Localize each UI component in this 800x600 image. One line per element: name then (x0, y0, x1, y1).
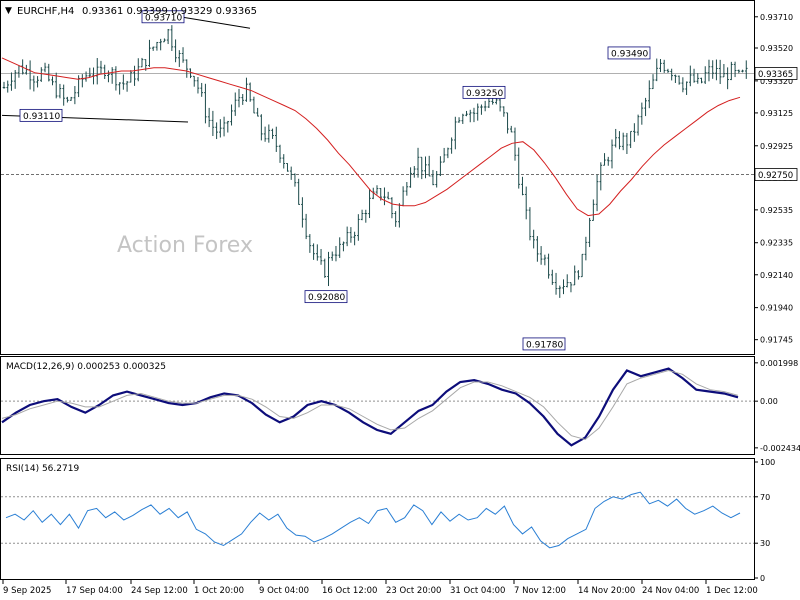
price-tick-label: 0.93320 (760, 77, 793, 86)
price-grid (1, 72, 754, 176)
swing-label-box (462, 85, 506, 99)
price-tick-label: 0.92535 (760, 206, 793, 215)
swing-label: 0.93710 (145, 13, 182, 23)
macd-axis: 0.001998 0.00 -0.002434 (754, 359, 800, 453)
macd-tick-label: 0.001998 (760, 359, 798, 368)
level-label: 0.92750 (758, 171, 793, 181)
time-tick-label: 16 Oct 12:00 (322, 586, 377, 596)
price-tick-label: 0.91745 (760, 336, 793, 345)
time-tick-label: 9 Sep 2025 (3, 586, 51, 596)
time-tick-label: 17 Sep 04:00 (66, 586, 123, 596)
time-tick-label: 1 Dec 12:00 (706, 586, 758, 596)
swing-labels: 0.93710 0.93110 0.92080 0.93250 0.91780 0.934… (19, 10, 651, 351)
time-tick-label: 23 Oct 20:00 (386, 586, 441, 596)
price-tick-label: 0.92335 (760, 239, 793, 248)
time-axis: 9 Sep 2025 17 Sep 04:00 24 Sep 12:00 1 Oct … (2, 580, 758, 596)
price-tick-label: 0.91940 (760, 304, 793, 313)
rsi-tick-label: 30 (760, 539, 770, 548)
level-box (754, 168, 798, 181)
macd-tick-label: 0.00 (760, 397, 778, 406)
time-tick-label: 7 Nov 12:00 (514, 586, 566, 596)
price-tick-label: 0.92925 (760, 142, 793, 151)
swing-label-box (522, 337, 566, 351)
time-tick-label: 24 Nov 04:00 (642, 586, 699, 596)
macd-title: MACD(12,26,9) 0.000253 0.000325 (6, 362, 166, 372)
swing-label: 0.93110 (23, 112, 60, 122)
rsi-tick-label: 0 (760, 574, 765, 583)
macd-main-line (1, 367, 739, 447)
swing-label: 0.93250 (466, 89, 503, 99)
trendlines (1, 13, 251, 123)
price-tick-label: 0.93710 (760, 13, 793, 22)
current-price-label: 0.93365 (758, 70, 793, 80)
swing-label: 0.93490 (611, 49, 648, 59)
swing-label: 0.92080 (308, 293, 345, 303)
price-tick-label: 0.92140 (760, 271, 793, 280)
swing-label-box (19, 108, 63, 122)
time-tick-label: 1 Oct 20:00 (194, 586, 244, 596)
candles (2, 25, 748, 298)
price-tick-label: 0.93125 (760, 109, 793, 118)
time-tick-label: 31 Oct 04:00 (450, 586, 505, 596)
time-tick-label: 24 Sep 12:00 (131, 586, 188, 596)
macd-lines (1, 367, 754, 447)
macd-panel-frame (0, 356, 755, 455)
macd-signal-line (1, 369, 739, 441)
symbol-label: EURCHF,H4 (17, 6, 74, 17)
swing-label-box (607, 46, 651, 60)
watermark: Action Forex (117, 233, 253, 258)
rsi-panel-frame (0, 458, 755, 580)
moving-average (1, 57, 741, 217)
ma-line (1, 57, 741, 217)
rsi-tick-label: 100 (760, 458, 775, 467)
swing-label: 0.91780 (526, 340, 563, 350)
ohlc-readout: 0.93361 0.93399 0.93329 0.93365 (82, 6, 257, 17)
rsi-title: RSI(14) 56.2719 (6, 464, 79, 474)
rsi-line (1, 491, 754, 549)
swing-label-box (141, 10, 185, 24)
rsi-series-line (5, 491, 741, 549)
macd-tick-label: -0.002434 (760, 444, 800, 453)
rsi-axis: 100 70 30 0 (754, 458, 775, 583)
time-tick-label: 9 Oct 04:00 (259, 586, 309, 596)
price-axis: 0.93710 0.93520 0.93320 0.93125 0.92925 0.927… (754, 13, 798, 345)
chart-direction-marker: ▼ (5, 6, 12, 16)
swing-label-box (304, 290, 348, 304)
price-tick-label: 0.93520 (760, 44, 793, 53)
time-tick-label: 14 Nov 20:00 (578, 586, 635, 596)
rsi-tick-label: 70 (760, 493, 770, 502)
current-price-box (754, 67, 798, 80)
